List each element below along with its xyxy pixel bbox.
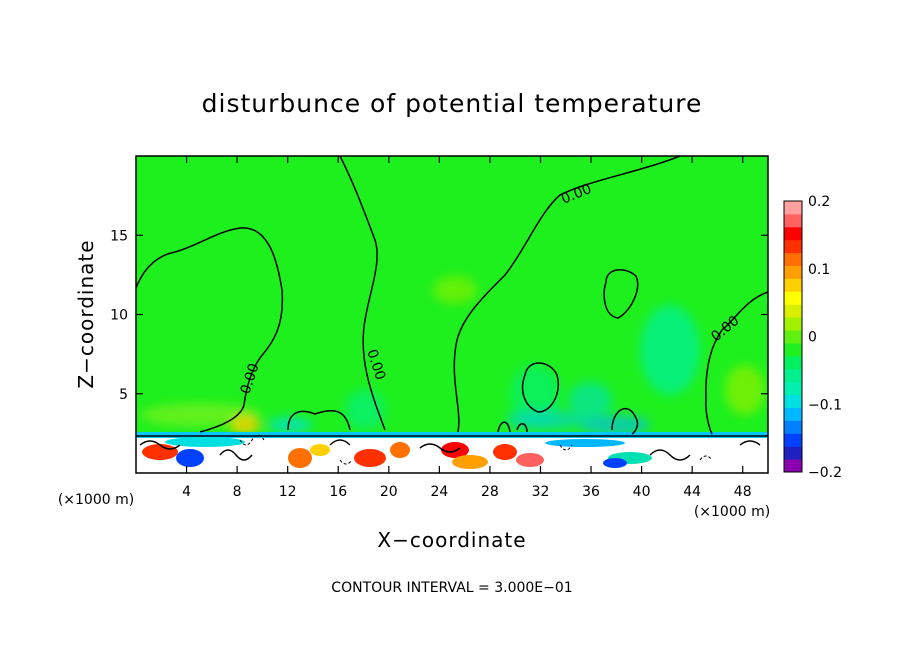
y-axis-ticks: 5 10 15	[110, 228, 768, 403]
y-axis-label: Z−coordinate	[74, 239, 98, 388]
colorbar-swatch	[784, 213, 802, 228]
colorbar-swatch	[784, 265, 802, 279]
plot-area	[136, 156, 768, 473]
colorbar-swatch	[784, 368, 802, 383]
x-tick-label: 44	[683, 484, 701, 500]
colorbar-swatch	[784, 433, 802, 447]
contour-interval-note: CONTOUR INTERVAL = 3.000E−01	[331, 580, 572, 596]
x-tick-label: 12	[279, 484, 297, 500]
colorbar-tick-label: 0	[808, 330, 817, 346]
colorbar-tick-label: 0.2	[808, 194, 830, 210]
colorbar-swatch	[784, 407, 802, 421]
colorbar-swatch	[784, 342, 802, 357]
colorbar-swatch	[784, 201, 802, 215]
colorbar-swatch	[784, 355, 802, 370]
colorbar-tick-label: 0.1	[808, 262, 830, 278]
x-axis-ticks: 4 8 12 16 20 24 28 32 36 40 44 48	[182, 156, 752, 500]
colorbar: 0.2 0.1 0 −0.1 −0.2	[783, 194, 842, 481]
colorbar-tick-label: −0.1	[808, 397, 842, 413]
x-tick-label: 48	[734, 484, 752, 500]
colorbar-swatch	[784, 252, 802, 267]
colorbar-tick-label: −0.2	[808, 465, 842, 481]
y-tick-label: 5	[119, 387, 128, 403]
colorbar-swatch	[784, 420, 802, 434]
x-axis-unit: (×1000 m)	[694, 504, 770, 520]
x-tick-label: 24	[430, 484, 448, 500]
x-tick-label: 28	[481, 484, 499, 500]
colorbar-swatch	[784, 330, 802, 344]
colorbar-ticks: 0.2 0.1 0 −0.1 −0.2	[808, 194, 842, 481]
colorbar-swatch	[784, 446, 802, 460]
colorbar-swatch	[784, 239, 802, 254]
x-tick-label: 32	[532, 484, 550, 500]
y-axis-unit: (×1000 m)	[58, 492, 134, 508]
x-axis-label: X−coordinate	[377, 528, 526, 552]
x-tick-label: 36	[582, 484, 600, 500]
colorbar-swatch	[784, 291, 802, 305]
colorbar-swatch	[784, 226, 802, 241]
x-tick-label: 8	[233, 484, 242, 500]
colorbar-swatch	[784, 381, 802, 396]
colorbar-swatch	[784, 394, 802, 408]
colorbar-swatch	[784, 459, 802, 473]
boundary-layer	[136, 432, 768, 473]
x-tick-label: 40	[633, 484, 651, 500]
y-tick-label: 10	[110, 308, 128, 324]
x-tick-label: 16	[329, 484, 347, 500]
colorbar-swatches	[784, 201, 802, 473]
y-tick-label: 15	[110, 228, 128, 244]
x-tick-label: 4	[182, 484, 191, 500]
field-features	[140, 276, 765, 435]
colorbar-swatch	[784, 317, 802, 331]
colorbar-swatch	[784, 278, 802, 292]
x-tick-label: 20	[380, 484, 398, 500]
colorbar-swatch	[784, 304, 802, 318]
colorbar-frame	[783, 200, 803, 473]
contour-lines	[136, 156, 768, 435]
chart-title: disturbunce of potential temperature	[202, 89, 703, 118]
